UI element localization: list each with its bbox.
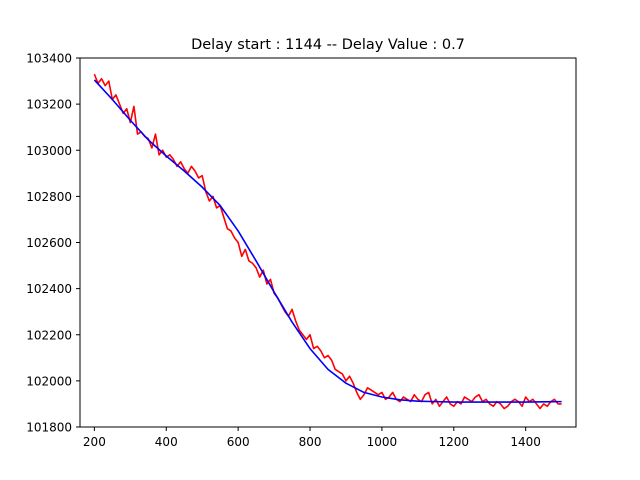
- y-tick-label: 103400: [26, 52, 72, 66]
- x-tick-label: 800: [299, 435, 322, 449]
- y-tick-label: 102000: [26, 374, 72, 388]
- y-tick-label: 102600: [26, 236, 72, 250]
- x-axis: 200 400 600 800 1000 1200 1400: [83, 427, 541, 449]
- y-tick-label: 102200: [26, 328, 72, 342]
- x-tick-label: 600: [227, 435, 250, 449]
- x-tick-label: 400: [155, 435, 178, 449]
- x-tick-label: 1000: [367, 435, 398, 449]
- series-lines: [93, 73, 562, 410]
- y-tick-label: 102800: [26, 190, 72, 204]
- series-line-1: [93, 73, 562, 410]
- chart-title: Delay start : 1144 -- Delay Value : 0.7: [191, 37, 465, 53]
- x-tick-label: 200: [83, 435, 106, 449]
- y-tick-label: 103200: [26, 98, 72, 112]
- x-tick-label: 1200: [439, 435, 470, 449]
- y-tick-label: 102400: [26, 282, 72, 296]
- y-axis: 101800 102000 102200 102400 102600 102800 1030…: [26, 52, 80, 435]
- x-tick-label: 1400: [510, 435, 541, 449]
- y-tick-label: 103000: [26, 144, 72, 158]
- axes-frame: [79, 57, 577, 428]
- y-tick-label: 101800: [26, 421, 72, 435]
- series-line-2: [93, 79, 562, 403]
